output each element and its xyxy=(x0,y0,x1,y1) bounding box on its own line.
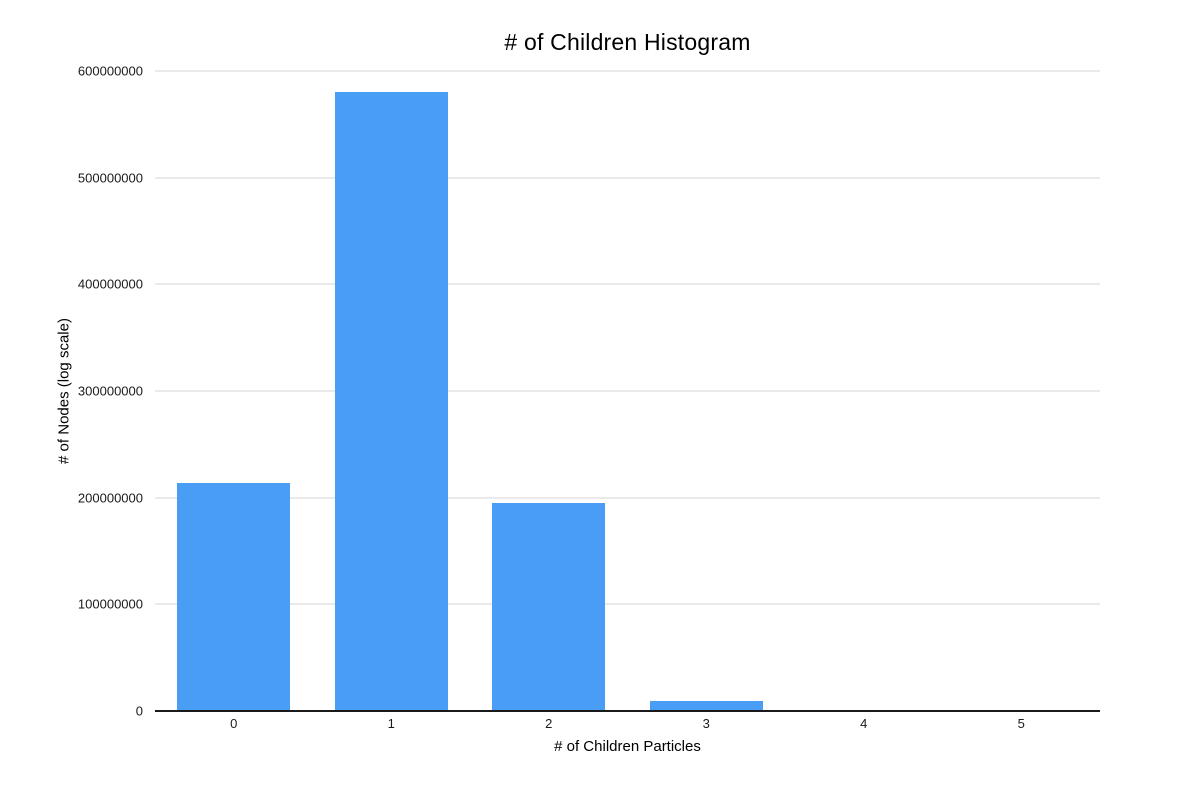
chart-title: # of Children Histogram xyxy=(504,29,751,55)
x-axis-title: # of Children Particles xyxy=(554,738,701,755)
x-tick-label: 1 xyxy=(387,716,395,731)
gridline xyxy=(155,603,1100,605)
y-axis-ticks: 0 100000000 200000000 300000000 400000000 500… xyxy=(0,64,143,719)
x-tick-label: 0 xyxy=(230,716,238,731)
gridline xyxy=(155,283,1100,285)
gridline xyxy=(155,497,1100,499)
y-tick-label: 500000000 xyxy=(77,170,143,186)
y-tick-label: 0 xyxy=(135,703,143,719)
plot-area xyxy=(155,70,1100,712)
bar-children-2 xyxy=(492,503,606,711)
gridline xyxy=(155,390,1100,392)
x-tick-label: 5 xyxy=(1017,716,1025,731)
bar-children-0 xyxy=(177,482,291,711)
x-tick-label: 2 xyxy=(545,716,553,731)
y-tick-label: 200000000 xyxy=(77,490,143,506)
bar-children-1 xyxy=(334,92,448,711)
gridline xyxy=(155,177,1100,179)
y-tick-label: 600000000 xyxy=(77,63,143,79)
x-axis-line xyxy=(155,710,1100,712)
x-axis-ticks: 0 1 2 3 4 5 xyxy=(155,714,1100,734)
gridline xyxy=(155,70,1100,72)
x-tick-label: 3 xyxy=(702,716,710,731)
x-tick-label: 4 xyxy=(860,716,868,731)
bar-children-3 xyxy=(649,700,763,711)
y-tick-label: 100000000 xyxy=(77,596,143,612)
y-tick-label: 400000000 xyxy=(77,276,143,292)
y-tick-label: 300000000 xyxy=(77,383,143,399)
